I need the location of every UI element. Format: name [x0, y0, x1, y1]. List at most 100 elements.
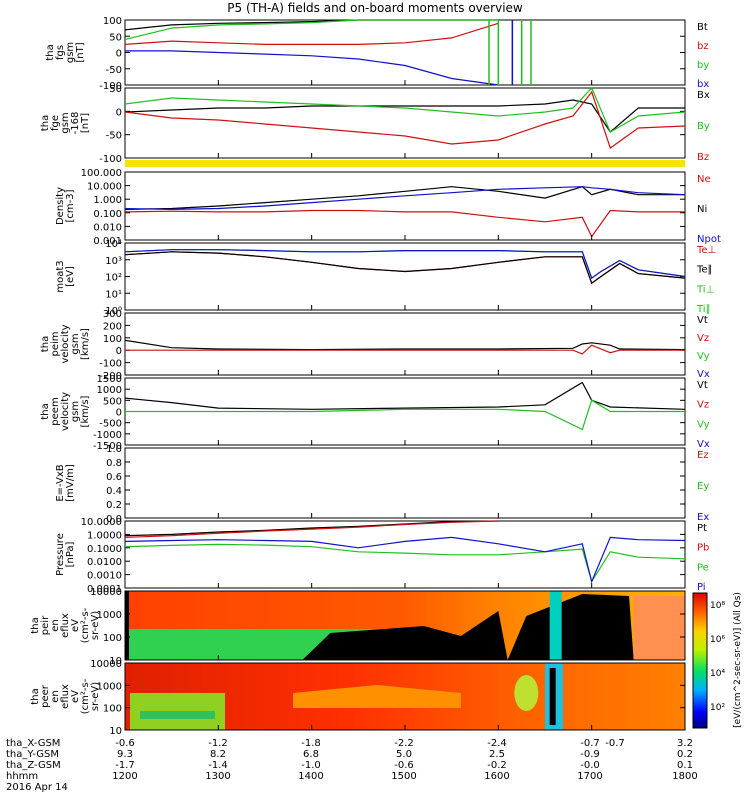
x-axis-tick-label: 6.8: [303, 749, 319, 760]
y-tick-label: 10²: [105, 273, 122, 284]
x-axis-tick-label: -1.8: [301, 738, 321, 749]
legend-item: by: [697, 60, 709, 71]
y-axis-label-line: gsm: [70, 333, 81, 354]
legend-item: Npot: [697, 234, 721, 245]
legend-item: bx: [697, 79, 709, 90]
series-Vy: [125, 399, 685, 431]
y-axis-label: tha peer en eflux eV (cm²-s-sr-eV): [30, 678, 101, 714]
y-axis-label-line: fge: [50, 115, 61, 131]
y-tick-label: 1000: [97, 681, 122, 692]
y-tick-label: 300: [103, 309, 122, 320]
legend-item: Te∥: [696, 265, 713, 276]
colorbar-tick-label: 10²: [710, 703, 725, 713]
y-axis-label-line: gsm: [70, 401, 81, 422]
spectrogram-peir: [125, 591, 685, 660]
spectrogram-dark-region: [302, 611, 508, 660]
legend-item: Bt: [697, 22, 708, 33]
x-axis-tick-label: -0.2: [487, 760, 507, 771]
series-bx: [125, 50, 499, 86]
series-Vt: [124, 339, 686, 351]
x-axis-row-label: hhmm: [6, 771, 38, 782]
y-tick-label: -100: [99, 154, 122, 165]
y-tick-label: 0: [116, 408, 122, 419]
y-tick-label: 0.6: [106, 472, 122, 483]
legend-item: Vy: [697, 351, 710, 362]
legend-item: Pt: [697, 523, 707, 534]
colorbar-tick-label: 10⁸: [710, 601, 725, 611]
panel-pressure: 10.0000 1.0000 0.1000 0.0100 0.0010 0.0001 Pre…: [55, 517, 709, 595]
y-axis-label: tha peir en eflux eV (cm²-s-sr-eV): [30, 607, 101, 643]
y-tick-label: 100: [103, 334, 122, 345]
yellow-status-bar: [125, 160, 685, 167]
panel-peer: 10000 1000 100 10 tha peer en eflux eV (cm²-s-sr-…: [30, 659, 686, 737]
legend-item: Ne: [697, 174, 711, 185]
x-axis-tick-label: 1300: [205, 771, 230, 782]
colorbar-scale: [692, 592, 708, 729]
legend-item: Pb: [697, 543, 709, 554]
y-tick-label: 0.001: [93, 236, 122, 247]
x-axis-tick-label: 5.0: [396, 749, 412, 760]
y-axis-label: moat3 [eV]: [55, 260, 76, 292]
x-axis-row-label: tha_Y-GSM: [6, 749, 59, 760]
x-axis-tick-label: -0.7: [580, 738, 600, 749]
x-axis-tick-label: 1500: [391, 771, 416, 782]
series-Pb: [124, 520, 499, 538]
series-Pi: [124, 536, 686, 584]
y-axis-label-line: -168: [70, 112, 81, 135]
y-axis-label-line: tha: [45, 44, 56, 60]
y-axis-label-line: eV: [70, 690, 81, 703]
y-axis-label-line: en: [50, 619, 61, 632]
legend-item: Ex: [697, 512, 709, 523]
y-tick-label: 1.0: [106, 444, 122, 455]
y-axis-label-line: moat3: [55, 260, 66, 292]
legend-item: Pi: [697, 582, 706, 593]
y-tick-label: 0.0001: [87, 584, 122, 595]
y-tick-label: 10.0000: [81, 517, 122, 528]
series-Ti⊥: [124, 249, 686, 280]
spectrogram-cyan-stripe: [549, 591, 562, 660]
x-axis-tick-label: -1.0: [301, 760, 321, 771]
y-axis-label-line: [mV/m]: [65, 464, 76, 502]
colorbar-tick-label: 10⁶: [710, 635, 725, 645]
x-axis-tick-label: -0.0: [580, 760, 600, 771]
legend-item: Vt: [697, 315, 708, 326]
y-axis-label: tha peem velocity gsm [km/s]: [40, 392, 91, 431]
panel-peir: 10000 1000 100 10 tha peir en eflux eV (cm²-s-sr-…: [30, 587, 686, 667]
spectrogram-peer: [125, 663, 685, 730]
y-axis-label-line: fgs: [55, 45, 66, 60]
y-tick-label: 0.0100: [87, 557, 122, 568]
x-axis-tick-label: -0.6: [115, 738, 135, 749]
panel-efield: 1.0 0.8 0.6 0.4 0.2 0.0 E=-VxB [mV/m] Ez Ey Ex: [55, 444, 709, 525]
series-bz: [124, 22, 499, 46]
y-tick-label: 0: [116, 107, 122, 118]
y-tick-label: 0.0010: [87, 571, 122, 582]
y-tick-label: 10: [109, 726, 122, 737]
y-tick-label: 0.1000: [87, 544, 122, 555]
y-axis-label-line: peem: [50, 397, 61, 425]
y-axis-label-line: [cm-3]: [65, 189, 76, 222]
x-axis-tick-label: -1.4: [208, 760, 228, 771]
panel-fge: 50 0 -50 -100 tha fge gsm -168 [nT] Bx By Bz: [40, 84, 710, 165]
colorbar: 10⁸ 10⁶ 10⁴ 10² [eV/(cm^2-sec-sr-eV)] (All Q…: [692, 592, 743, 729]
x-axis-tick-label: 0.2: [677, 749, 693, 760]
y-tick-label: 0.8: [106, 458, 122, 469]
y-axis-label-line: gsm: [60, 112, 71, 133]
y-tick-label: -1500: [93, 441, 122, 452]
legend-item: Pe: [697, 562, 709, 573]
y-tick-label: -100: [99, 359, 122, 370]
y-axis-label: tha peim velocity gsm [km/s]: [40, 324, 91, 363]
series-Vx: [125, 344, 685, 355]
x-axis-tick-label: -0.6: [394, 760, 414, 771]
x-axis-tick-label: 1700: [577, 771, 602, 782]
series-Npot: [124, 186, 686, 211]
y-axis-label-line: eflux: [60, 613, 71, 638]
y-tick-label: 0.4: [106, 486, 122, 497]
colorbar-tick-label: 10⁴: [710, 669, 725, 679]
series-Ne: [124, 209, 685, 238]
y-tick-label: -200: [99, 371, 122, 382]
y-tick-label: 1000: [97, 385, 122, 396]
legend-item: Vz: [697, 400, 709, 411]
y-axis-label-line: tha: [40, 336, 51, 352]
x-axis-tick-label: -2.2: [394, 738, 414, 749]
